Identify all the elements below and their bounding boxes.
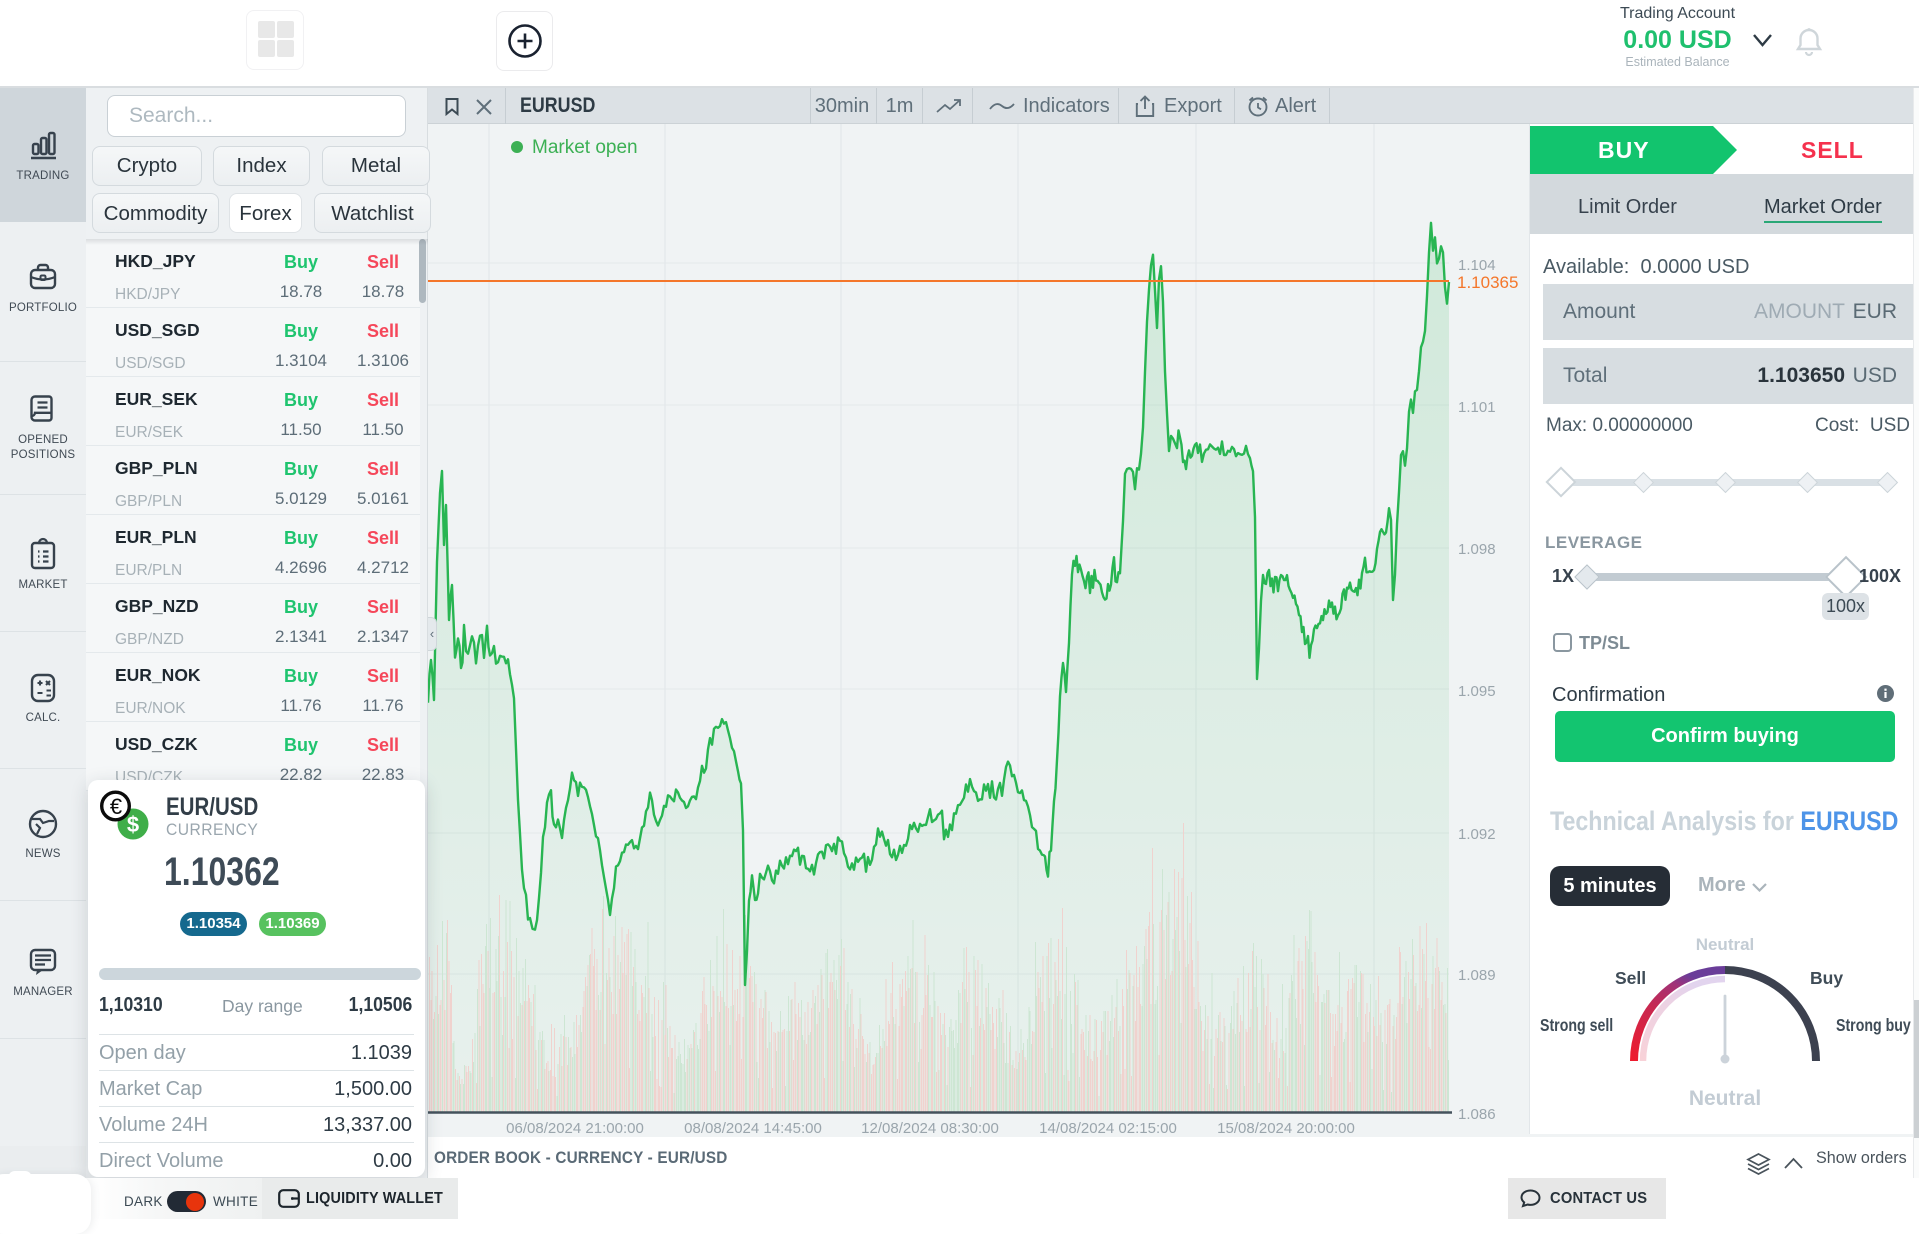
svg-text:€: € — [110, 794, 122, 819]
svg-text:$: $ — [127, 812, 139, 837]
